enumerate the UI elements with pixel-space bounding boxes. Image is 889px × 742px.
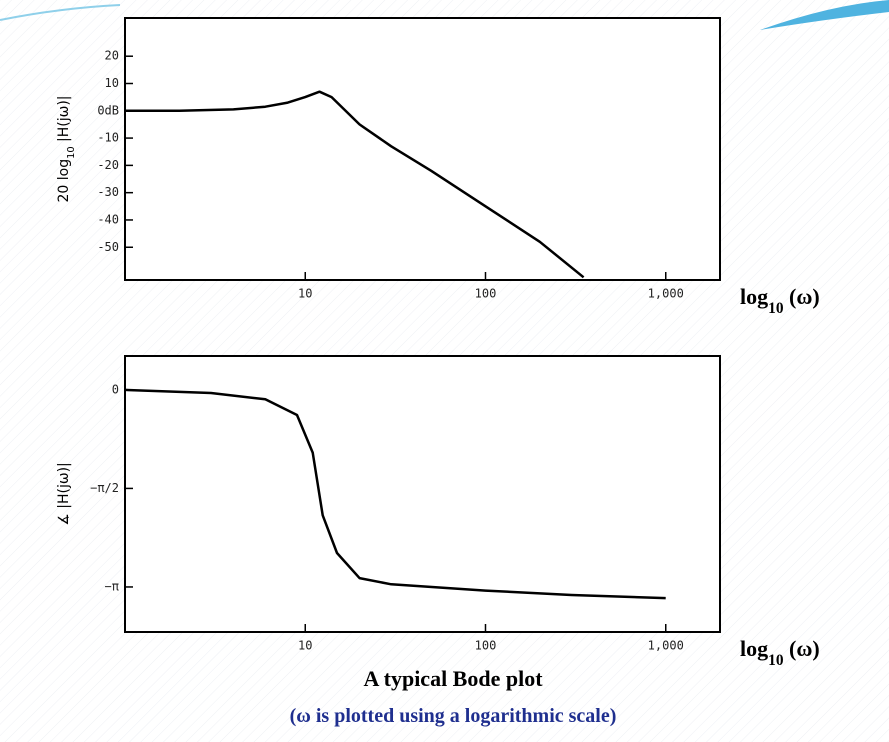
axis-label-part: (ω) [784, 636, 820, 661]
axis-label-part: log [740, 636, 768, 661]
axis-label-part: 10 [66, 146, 77, 158]
y-tick-label: 0dB [97, 103, 119, 117]
x-tick-label: 1,000 [648, 287, 684, 301]
y-tick-label: −π/2 [90, 481, 119, 495]
y-tick-label: 10 [105, 76, 119, 90]
decor [760, 0, 889, 30]
x-tick-label: 100 [475, 287, 497, 301]
curve [125, 90, 585, 279]
y-tick-label: −π [105, 579, 119, 593]
caption-title: A typical Bode plot [363, 666, 543, 691]
y-tick-label: 20 [105, 49, 119, 63]
caption-subtitle: (ω is plotted using a logarithmic scale) [290, 705, 617, 727]
y-tick-label: -10 [97, 131, 119, 145]
axis-label-part: ∡ |H(jω)| [56, 462, 72, 526]
axis-label: 20 log10 |H(jω)| [56, 95, 77, 202]
y-tick-label: -40 [97, 212, 119, 226]
plot-frame [124, 355, 721, 633]
axis-label: log10 (ω) [740, 636, 820, 669]
x-tick-label: 100 [475, 639, 497, 653]
x-tick-label: 1,000 [648, 639, 684, 653]
decor [0, 4, 121, 21]
axis-label: log10 (ω) [740, 284, 820, 317]
axis-label-part: 10 [768, 652, 784, 669]
axis-label-part: |H(jω)| [56, 95, 72, 146]
x-tick-label: 10 [298, 287, 312, 301]
axis-label-part: log [740, 284, 768, 309]
axis-label-part: 10 [768, 300, 784, 317]
x-tick-label: 10 [298, 639, 312, 653]
curve [124, 388, 666, 600]
axis-label: ∡ |H(jω)| [56, 462, 72, 526]
axis-label-part: (ω) [784, 284, 820, 309]
y-tick-label: 0 [112, 382, 119, 396]
y-tick-label: -30 [97, 185, 119, 199]
y-tick-label: -20 [97, 158, 119, 172]
plot-frame [124, 17, 721, 281]
y-tick-label: -50 [97, 240, 119, 254]
axis-label-part: 20 log [56, 159, 72, 203]
